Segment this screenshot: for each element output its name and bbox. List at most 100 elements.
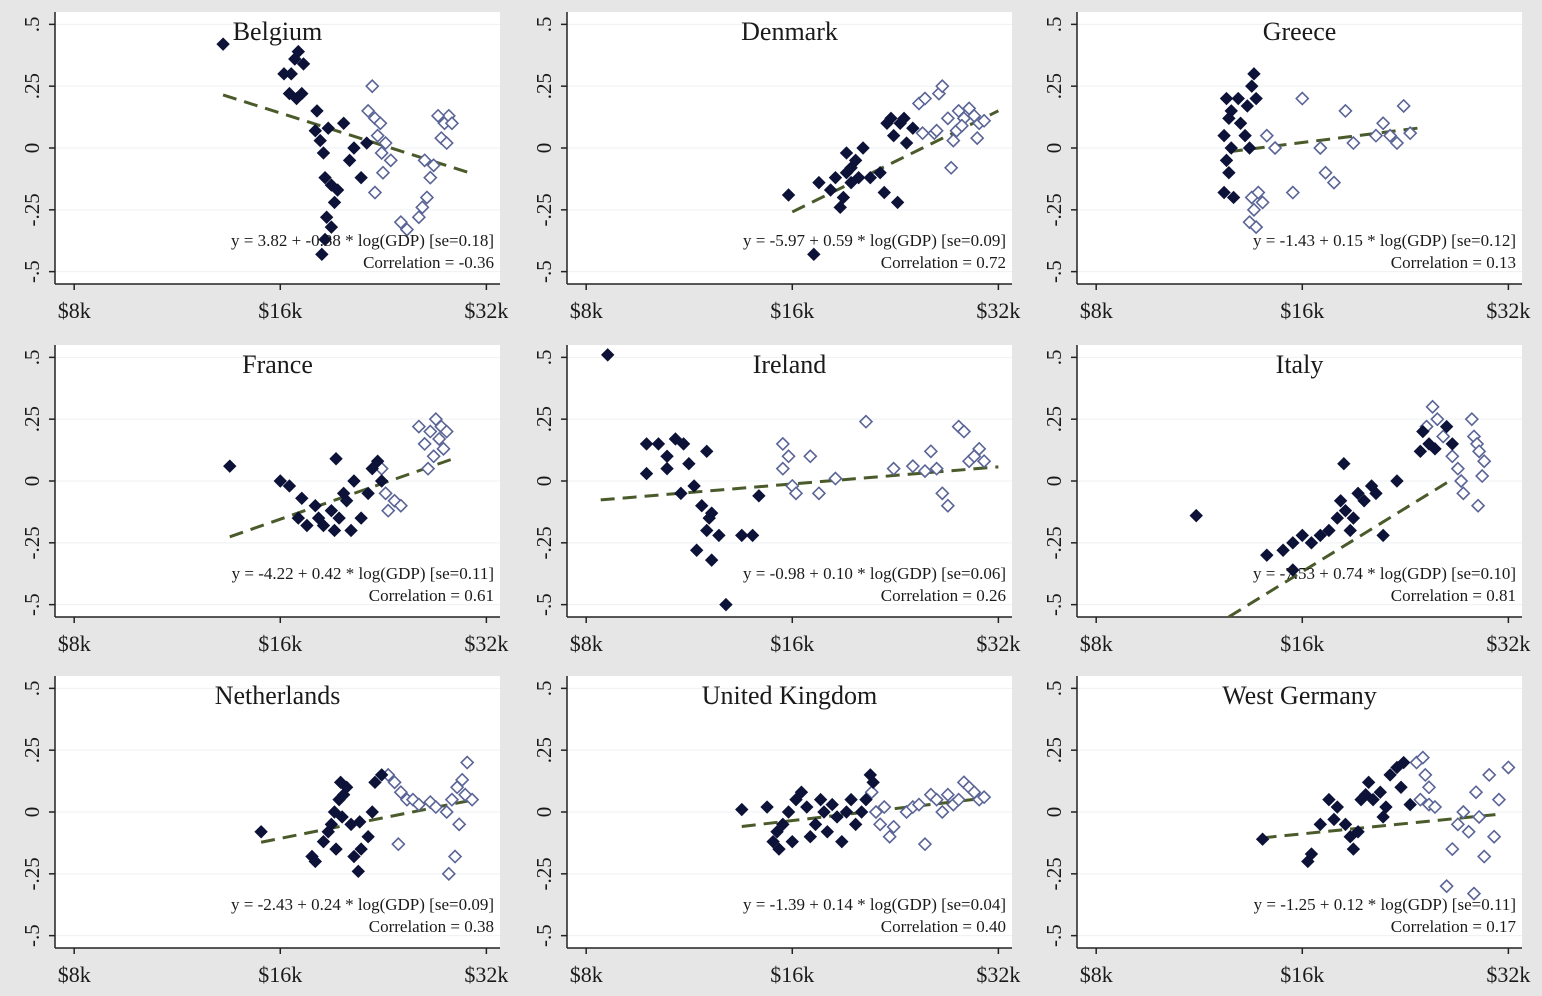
- data-point-filled: [324, 220, 339, 234]
- data-point-filled: [735, 528, 749, 543]
- data-point-hollow: [419, 190, 435, 205]
- y-tick-label: 0: [532, 807, 556, 818]
- data-point-filled: [374, 768, 389, 782]
- data-point-filled: [1376, 810, 1390, 824]
- data-point-hollow: [420, 461, 436, 476]
- x-tick-label: $8k: [570, 631, 603, 656]
- data-point-filled: [817, 805, 831, 819]
- data-point-hollow: [811, 486, 827, 501]
- y-tick-label: .5: [20, 680, 44, 696]
- data-point-filled: [374, 474, 389, 488]
- data-point-filled: [295, 491, 309, 506]
- data-point-filled: [1304, 536, 1319, 550]
- data-point-filled: [825, 797, 839, 812]
- y-tick-label: -.25: [20, 857, 44, 890]
- data-point-filled: [1222, 166, 1236, 180]
- data-point-filled: [1413, 444, 1428, 459]
- data-point-hollow: [436, 441, 451, 456]
- x-tick-label: $32k: [976, 298, 1020, 323]
- panel-france: .5 .25 0 -.25 -.5 $8k $16k $32k France y = -4.22 …: [20, 345, 508, 656]
- regression-equation: y = -2.43 + 0.24 * log(GDP) [se=0.09]: [231, 895, 494, 914]
- correlation-label: Correlation = 0.72: [881, 253, 1006, 272]
- data-point-hollow: [426, 158, 441, 173]
- data-point-hollow: [1470, 498, 1486, 513]
- data-point-filled: [886, 128, 901, 143]
- data-point-hollow: [381, 503, 396, 518]
- data-point-filled: [776, 817, 790, 832]
- data-point-hollow: [873, 817, 888, 832]
- data-point-hollow: [432, 431, 447, 447]
- correlation-label: Correlation = 0.13: [1391, 253, 1516, 272]
- data-point-filled: [789, 792, 803, 807]
- data-point-filled: [676, 437, 691, 451]
- data-point-hollow: [877, 799, 892, 815]
- regression-equation: y = -1.43 + 0.15 * log(GDP) [se=0.12]: [1253, 231, 1516, 250]
- data-point-filled: [308, 123, 323, 138]
- data-point-filled: [830, 810, 844, 824]
- data-point-filled: [1322, 523, 1336, 538]
- regression-equation: y = -0.98 + 0.10 * log(GDP) [se=0.06]: [743, 564, 1006, 583]
- y-tick-label: -.5: [1042, 593, 1066, 616]
- data-point-filled: [1247, 67, 1261, 81]
- data-point-hollow: [1259, 128, 1274, 143]
- data-point-filled: [1416, 424, 1430, 439]
- data-point-hollow: [940, 498, 955, 513]
- data-point-hollow: [411, 419, 426, 434]
- y-tick-label: .25: [1042, 73, 1066, 99]
- data-point-hollow: [361, 103, 376, 119]
- data-point-filled: [368, 775, 382, 790]
- data-point-filled: [1369, 486, 1383, 501]
- data-point-hollow: [1491, 792, 1507, 807]
- data-point-hollow: [935, 79, 950, 94]
- y-tick-label: .5: [20, 16, 44, 32]
- y-tick-label: .5: [1042, 16, 1066, 32]
- y-tick-label: 0: [20, 807, 44, 818]
- data-point-filled: [772, 842, 786, 856]
- data-point-filled: [1343, 830, 1357, 844]
- data-point-filled: [1373, 785, 1388, 799]
- data-point-filled: [273, 474, 287, 488]
- data-point-hollow: [1456, 804, 1471, 820]
- correlation-label: Correlation = 0.38: [369, 917, 494, 936]
- data-point-hollow: [393, 498, 408, 513]
- y-tick-label: .25: [1042, 406, 1066, 432]
- data-point-filled: [347, 141, 361, 155]
- y-tick-label: 0: [20, 143, 44, 154]
- data-point-filled: [1276, 543, 1290, 557]
- x-tick-label: $32k: [976, 962, 1020, 987]
- data-point-hollow: [917, 837, 933, 852]
- data-point-filled: [704, 553, 719, 567]
- data-point-filled: [766, 834, 780, 849]
- data-point-filled: [695, 499, 709, 513]
- data-point-filled: [839, 146, 854, 160]
- data-point-filled: [866, 775, 880, 790]
- data-point-hollow: [428, 799, 443, 815]
- y-tick-label: .5: [20, 349, 44, 365]
- panel-italy: .5 .25 0 -.25 -.5 $8k $16k $32k Italy y = -7.53 +…: [1042, 345, 1530, 656]
- data-point-hollow: [956, 424, 972, 439]
- panel-united-kingdom: .5 .25 0 -.25 -.5 $8k $16k $32k United Kingdom y …: [532, 676, 1020, 987]
- data-point-hollow: [1427, 799, 1443, 815]
- panel-belgium: .5 .25 0 -.25 -.5 $8k $16k $32k Belgium y = 3.82 …: [20, 12, 508, 323]
- correlation-label: Correlation = 0.81: [1391, 586, 1516, 605]
- data-point-filled: [1379, 800, 1393, 814]
- data-point-hollow: [1338, 103, 1353, 119]
- data-point-filled: [770, 825, 784, 839]
- data-point-filled: [877, 185, 891, 200]
- data-point-filled: [1346, 842, 1361, 856]
- data-point-filled: [330, 183, 345, 197]
- data-point-hollow: [444, 792, 460, 807]
- y-tick-label: .5: [1042, 680, 1066, 696]
- data-point-filled: [794, 785, 809, 799]
- data-point-filled: [336, 116, 351, 130]
- data-point-filled: [1383, 768, 1397, 782]
- data-point-filled: [316, 146, 331, 160]
- data-point-filled: [1249, 91, 1263, 106]
- data-point-filled: [1330, 511, 1345, 525]
- data-point-hollow: [1313, 140, 1328, 156]
- data-point-hollow: [917, 463, 933, 479]
- data-point-hollow: [417, 436, 432, 452]
- data-point-hollow: [464, 792, 480, 807]
- data-point-filled: [310, 104, 324, 118]
